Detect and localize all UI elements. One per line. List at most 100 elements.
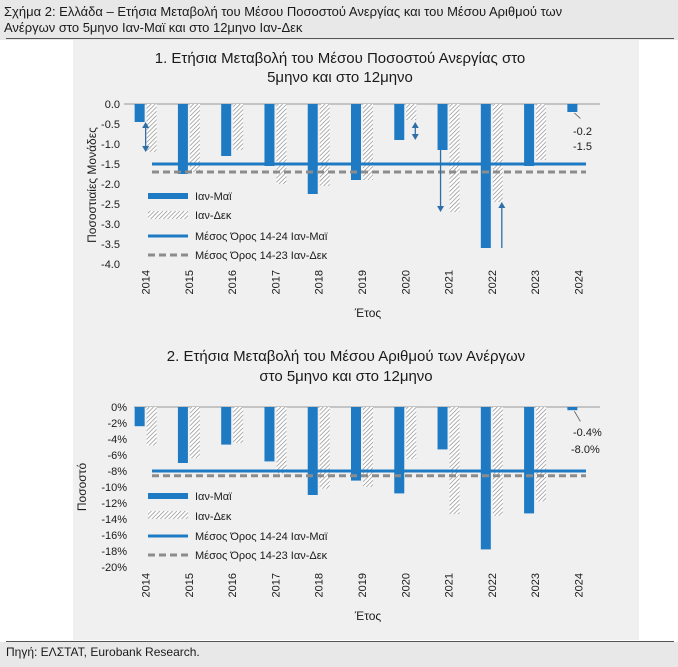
chart2-bar-jan-dec <box>319 407 330 489</box>
chart2-bar-jan-dec <box>233 407 244 443</box>
chart1-bar-jan-dec <box>233 104 244 150</box>
figure-title-line-2: Ανέργων στο 5μηνο Ιαν-Μαϊ και στο 12μηνο… <box>4 20 303 35</box>
chart2-y-tick-label: -4% <box>107 434 127 446</box>
chart1-y-tick-label: 0.0 <box>105 99 120 111</box>
legend2-label-jan-dec: Ιαν-Δεκ <box>195 511 232 523</box>
chart1-y-tick-label: -3.0 <box>101 219 120 231</box>
chart2-x-tick-label: 2018 <box>314 573 326 597</box>
chart2-annotation-leader <box>574 410 581 422</box>
chart2-annotation-1: -0.4% <box>573 427 602 439</box>
chart1-bar-jan-may <box>351 104 361 180</box>
chart2-bar-jan-dec <box>492 407 503 516</box>
legend1-swatch-jan-dec <box>148 211 188 219</box>
chart1-y-axis-label: Ποσοστιαίες Μονάδες <box>85 127 99 243</box>
chart2-y-tick-label: -20% <box>101 562 127 574</box>
chart2-y-tick-label: -14% <box>101 514 127 526</box>
chart2-x-tick-label: 2024 <box>573 573 585 597</box>
chart1-bar-jan-dec <box>492 104 503 202</box>
chart2-bar-jan-may <box>524 407 535 514</box>
chart1-bar-jan-may <box>567 104 578 112</box>
legend1-label-avg-jan-may: Μέσος Όρος 14-24 Ιαν-Μαϊ <box>195 231 328 243</box>
chart1-y-tick-label: -0.5 <box>101 119 120 131</box>
legend2-label-avg-jan-may: Μέσος Όρος 14-24 Ιαν-Μαϊ <box>195 531 328 543</box>
figure-header: Σχήμα 2: Ελλάδα – Ετήσια Μεταβολή του Μέ… <box>0 0 678 40</box>
chart1-x-tick-label: 2021 <box>444 270 456 294</box>
chart1-annotation-2: -1.5 <box>573 141 592 153</box>
legend2-label-jan-may: Ιαν-Μαϊ <box>195 491 232 503</box>
chart1-y-tick-label: -2.0 <box>101 179 120 191</box>
chart2-bar-jan-may <box>134 407 145 427</box>
chart1-x-tick-label: 2022 <box>487 270 499 294</box>
chart2-bar-jan-may <box>221 407 232 445</box>
chart1-arrow-2020 <box>411 122 419 140</box>
legend2-swatch-jan-may <box>148 493 188 499</box>
chart2-y-tick-label: -2% <box>107 418 127 430</box>
chart2-title-line-1: 2. Ετήσια Μεταβολή του Μέσου Αριθμού των… <box>167 348 525 365</box>
chart2-x-tick-label: 2022 <box>487 573 499 597</box>
chart1-y-tick-label: -4.0 <box>101 259 120 271</box>
chart2-x-tick-label: 2015 <box>184 573 196 597</box>
chart2-bar-jan-dec <box>406 407 417 459</box>
chart2-legend: Ιαν-Μαϊ Ιαν-Δεκ Μέσος Όρος 14-24 Ιαν-Μαϊ… <box>148 491 328 562</box>
chart2-y-tick-label: -12% <box>101 498 127 510</box>
chart2-x-tick-label: 2023 <box>530 573 542 597</box>
chart2-bar-jan-dec <box>189 407 200 459</box>
chart2-bar-jan-may <box>394 407 405 494</box>
chart2-bar-jan-may <box>177 407 188 463</box>
chart2-x-tick-label: 2020 <box>400 573 412 597</box>
chart1-bar-jan-dec <box>536 104 547 160</box>
chart1-arrow-2014 <box>142 122 150 152</box>
chart2-y-tick-label: 0% <box>111 402 127 414</box>
footer-divider <box>6 641 674 642</box>
chart2-bar-jan-may <box>567 407 578 411</box>
legend2-swatch-jan-dec <box>148 511 188 519</box>
chart1-y-tick-label: -1.0 <box>101 139 120 151</box>
chart2-y-tick-label: -8% <box>107 466 127 478</box>
chart1-bar-jan-dec <box>449 104 460 212</box>
chart2-x-tick-label: 2017 <box>270 573 282 597</box>
chart2-bar-jan-may <box>307 407 318 495</box>
chart1-title-line-1: 1. Ετήσια Μεταβολή του Μέσου Ποσοστού Αν… <box>155 50 526 67</box>
chart2-y-axis-label: Ποσοστό <box>75 463 89 512</box>
source-note: Πηγή: ΕΛΣΤΑΤ, Eurobank Research. <box>6 645 200 659</box>
legend1-swatch-jan-may <box>148 193 188 199</box>
chart1-bar-jan-dec <box>146 104 157 152</box>
chart2-bar-jan-dec <box>146 407 157 446</box>
chart1-bar-jan-may <box>221 104 232 156</box>
chart1-y-tick-label: -1.5 <box>101 159 120 171</box>
chart2-bar-jan-dec <box>449 407 460 515</box>
chart1-x-tick-label: 2017 <box>270 270 282 294</box>
chart2-y-tick-label: -6% <box>107 450 127 462</box>
chart2-bar-jan-may <box>264 407 275 462</box>
chart1-title-line-2: 5μηνο και στο 12μηνο <box>267 69 413 86</box>
chart1-bar-jan-dec <box>319 104 330 186</box>
chart1-x-tick-label: 2016 <box>227 270 239 294</box>
chart1-bar-jan-may <box>134 104 145 122</box>
chart2-title-line-2: στο 5μηνο και στο 12μηνο <box>259 368 432 385</box>
figure-footer <box>0 642 678 667</box>
chart1-bar-jan-may <box>524 104 535 166</box>
figure-title: Σχήμα 2: Ελλάδα – Ετήσια Μεταβολή του Μέ… <box>4 4 674 36</box>
chart1-x-tick-label: 2020 <box>400 270 412 294</box>
chart2-bar-jan-dec <box>363 407 373 487</box>
chart2-bar-jan-may <box>437 407 448 450</box>
chart1-bar-jan-may <box>394 104 405 140</box>
chart1-bar-jan-dec <box>276 104 287 184</box>
chart1-x-tick-label: 2023 <box>530 270 542 294</box>
chart1-x-tick-label: 2014 <box>141 270 153 294</box>
chart1-bar-jan-dec <box>189 104 200 172</box>
chart2-y-tick-label: -16% <box>101 530 127 542</box>
chart1-x-tick-label: 2018 <box>314 270 326 294</box>
chart1-bar-jan-dec <box>363 104 373 180</box>
chart2-x-axis-label: Έτος <box>354 609 382 623</box>
legend2-label-avg-jan-dec: Μέσος Όρος 14-23 Ιαν-Δεκ <box>195 550 328 562</box>
chart1-y-tick-label: -2.5 <box>101 199 120 211</box>
chart1-x-tick-label: 2015 <box>184 270 196 294</box>
chart1-bar-jan-may <box>480 104 491 248</box>
chart2-bar-jan-may <box>480 407 491 550</box>
chart2-bar-jan-dec <box>276 407 287 474</box>
chart1-arrow-2021 <box>437 150 445 212</box>
chart1-annotation-leader <box>574 112 581 119</box>
chart1-bar-jan-dec <box>406 104 417 120</box>
chart2-bar-jan-may <box>351 407 361 481</box>
